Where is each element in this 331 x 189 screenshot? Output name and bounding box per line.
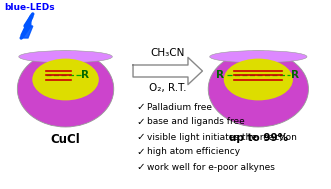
Text: ✓: ✓ (137, 117, 146, 127)
Text: R: R (215, 70, 224, 80)
Text: Palladium free: Palladium free (148, 102, 213, 112)
Ellipse shape (19, 51, 112, 63)
Text: blue-LEDs: blue-LEDs (4, 3, 55, 12)
Polygon shape (22, 16, 33, 38)
Ellipse shape (208, 51, 308, 127)
Text: ✓: ✓ (137, 162, 146, 172)
Text: R: R (291, 70, 299, 80)
Text: ✓: ✓ (137, 132, 146, 142)
Ellipse shape (210, 51, 307, 63)
Ellipse shape (17, 51, 114, 127)
Ellipse shape (32, 59, 99, 100)
Text: work well for e-poor alkynes: work well for e-poor alkynes (148, 163, 275, 171)
Text: R: R (81, 70, 89, 80)
Text: high atom efficiency: high atom efficiency (148, 147, 241, 156)
Text: CuCl: CuCl (51, 133, 80, 146)
Text: ✓: ✓ (137, 102, 146, 112)
Polygon shape (133, 57, 203, 85)
Text: base and ligands free: base and ligands free (148, 118, 245, 126)
Text: up to 99%: up to 99% (229, 133, 288, 143)
Text: ✓: ✓ (137, 147, 146, 157)
Text: O₂, R.T.: O₂, R.T. (149, 83, 186, 93)
Text: visible light initiates the reaction: visible light initiates the reaction (148, 132, 297, 142)
Ellipse shape (224, 59, 293, 100)
Text: CH₃CN: CH₃CN (151, 48, 185, 58)
